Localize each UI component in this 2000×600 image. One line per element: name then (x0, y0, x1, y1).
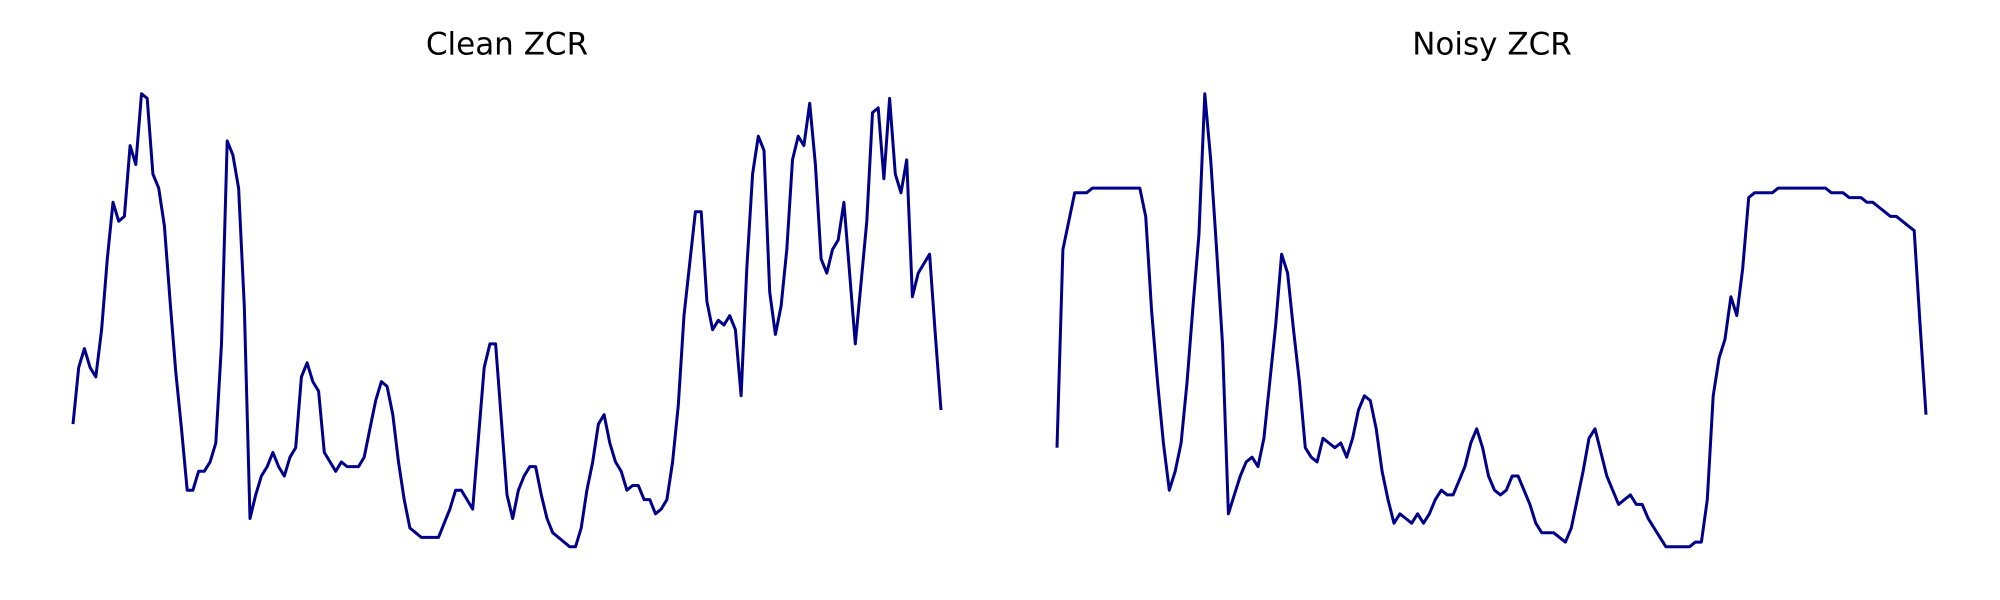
chart-title: Clean ZCR (426, 27, 588, 63)
line (71, 92, 943, 549)
chart-title: Noisy ZCR (1412, 27, 1572, 63)
line (1055, 92, 1928, 549)
